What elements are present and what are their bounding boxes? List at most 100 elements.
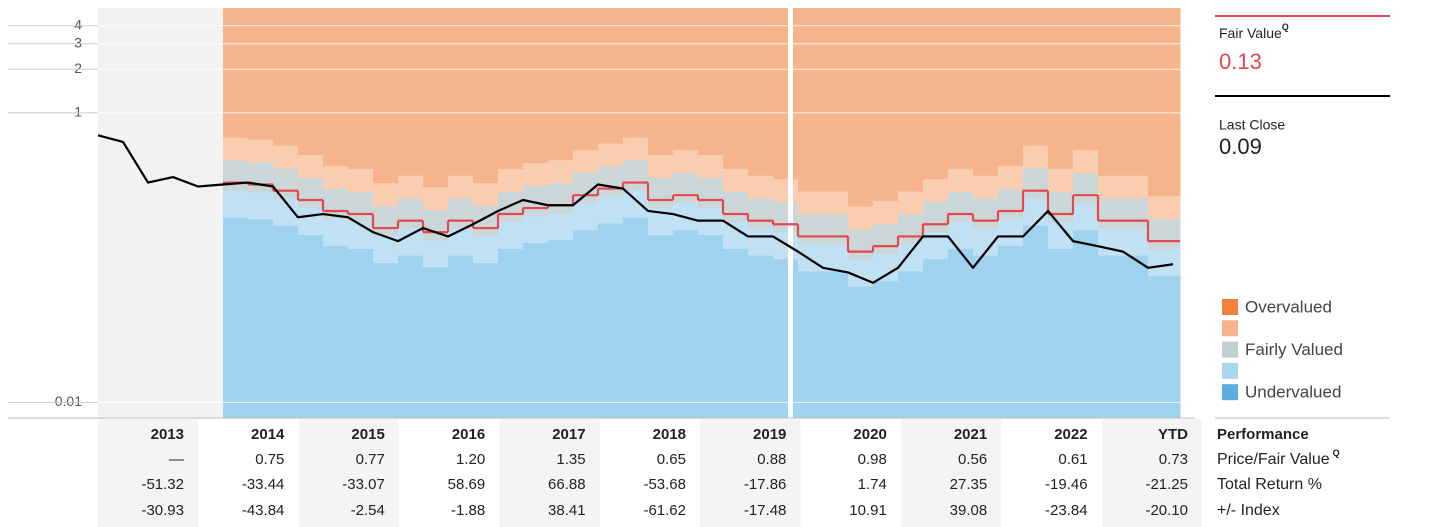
valuation-band	[948, 249, 974, 418]
legend-label: Undervalued	[1245, 383, 1341, 402]
table-cell: 1.35	[556, 451, 585, 468]
grid: 4 3 2 1 0.01	[8, 16, 1195, 409]
valuation-band	[598, 223, 624, 418]
column-header: 2022	[1054, 426, 1087, 443]
valuation-band	[998, 245, 1024, 418]
column-header: 2017	[552, 426, 585, 443]
table-cell: 10.91	[849, 502, 887, 519]
valuation-bands	[223, 8, 1181, 419]
valuation-band	[1123, 255, 1149, 418]
valuation-band	[398, 255, 424, 418]
column-shade	[901, 419, 1002, 527]
table-cell: -17.86	[744, 476, 787, 493]
table-cell: -19.46	[1045, 476, 1088, 493]
valuation-band	[248, 219, 274, 418]
lines	[97, 134, 1180, 284]
column-header: 2014	[251, 426, 285, 443]
table-cell: 39.08	[950, 502, 988, 519]
column-header: YTD	[1158, 426, 1188, 443]
table-cell: 1.74	[858, 476, 887, 493]
table-cell: -1.88	[451, 502, 485, 519]
table-cell: 0.56	[958, 451, 987, 468]
valuation-band	[1148, 276, 1174, 418]
table-cell: 0.75	[255, 451, 284, 468]
table-cell: -53.68	[643, 476, 686, 493]
valuation-band	[1098, 255, 1124, 418]
valuation-band	[498, 249, 524, 418]
y-tick-label: 3	[74, 34, 82, 50]
valuation-band	[698, 235, 724, 418]
valuation-band	[723, 249, 749, 418]
column-header: 2021	[954, 426, 987, 443]
table-cell: -61.62	[643, 502, 686, 519]
valuation-band	[798, 271, 824, 418]
valuation-band	[748, 255, 774, 418]
valuation-band	[573, 230, 599, 418]
table-cell: 1.20	[456, 451, 485, 468]
column-shade	[1102, 419, 1202, 527]
table-cell: 0.65	[657, 451, 686, 468]
table-cell: -21.25	[1145, 476, 1188, 493]
row-label: Total Return %	[1217, 476, 1322, 493]
valuation-band	[923, 259, 949, 418]
valuation-band	[1048, 249, 1074, 418]
column-header: 2013	[151, 426, 184, 443]
valuation-legend: Overvalued Fairly Valued Undervalued	[1222, 297, 1343, 402]
valuation-band	[648, 235, 674, 418]
table-cell: -43.84	[242, 502, 285, 519]
column-shade	[98, 419, 198, 527]
row-label: Total Return %	[1217, 476, 1322, 493]
legend-label: Last Close	[1219, 117, 1285, 133]
valuation-band	[423, 267, 449, 418]
table-cell: -33.07	[342, 476, 385, 493]
table-cell: -51.32	[141, 476, 184, 493]
valuation-band	[1023, 225, 1049, 418]
table-cell: 0.98	[858, 451, 887, 468]
valuation-band	[523, 243, 549, 418]
table-cell: -33.44	[242, 476, 285, 493]
table-cell: 38.41	[548, 502, 586, 519]
superscript: Q	[1333, 448, 1340, 458]
valuation-band	[323, 245, 349, 418]
column-shade	[700, 419, 801, 527]
table-cell: 27.35	[950, 476, 988, 493]
legend-value: 0.09	[1219, 134, 1262, 159]
table-cell: —	[169, 451, 184, 468]
valuation-band	[448, 255, 474, 418]
column-header: 2018	[653, 426, 686, 443]
valuation-band	[273, 225, 299, 418]
valuation-band	[373, 263, 399, 418]
table-cell: 0.73	[1159, 451, 1188, 468]
column-header: 2019	[753, 426, 786, 443]
legend-swatch	[1222, 384, 1238, 401]
row-label: Price/Fair Value Q	[1217, 448, 1340, 468]
valuation-band	[1173, 276, 1181, 418]
table-cell: 0.61	[1058, 451, 1087, 468]
column-shade	[499, 419, 600, 527]
valuation-band	[1073, 230, 1099, 418]
table-cell: 58.69	[448, 476, 486, 493]
y-tick-label: 2	[74, 60, 82, 76]
valuation-band	[673, 230, 699, 418]
legend-swatch	[1222, 362, 1238, 379]
valuation-band	[473, 263, 499, 418]
column-shade	[298, 419, 399, 527]
period-gap	[788, 8, 793, 418]
valuation-band	[773, 259, 799, 418]
legend-label: Fair ValueQ	[1219, 22, 1289, 40]
superscript: Q	[1282, 22, 1289, 32]
valuation-band	[548, 240, 574, 418]
valuation-band	[873, 281, 899, 418]
column-header: 2016	[452, 426, 485, 443]
price-line	[97, 134, 1174, 284]
column-header: 2015	[351, 426, 384, 443]
y-tick-label: 1	[74, 104, 82, 120]
column-header: 2020	[853, 426, 886, 443]
row-label: Price/Fair Value	[1217, 451, 1330, 468]
table-cell: -23.84	[1045, 502, 1088, 519]
row-label: +/- Index	[1217, 502, 1280, 519]
row-header: Performance	[1217, 426, 1309, 443]
table-cell: -30.93	[141, 502, 184, 519]
valuation-band	[348, 249, 374, 418]
